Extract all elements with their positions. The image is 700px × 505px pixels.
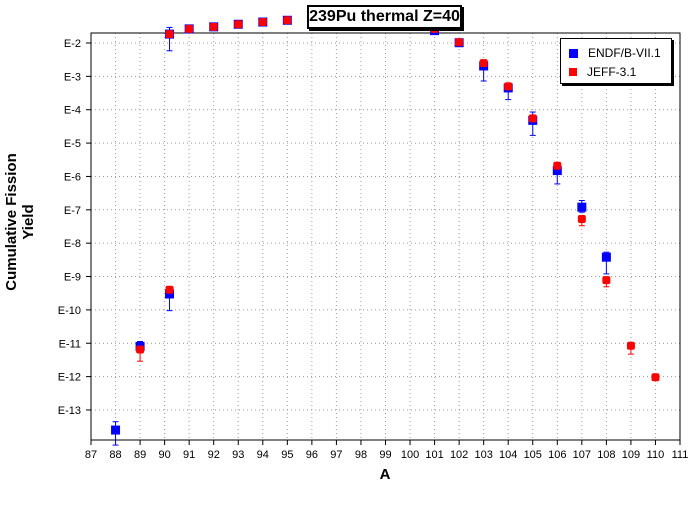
y-tick-label: E-3 bbox=[64, 71, 81, 83]
x-tick-label: 91 bbox=[183, 449, 195, 461]
x-tick-label: 97 bbox=[330, 449, 342, 461]
data-point-square bbox=[165, 289, 175, 299]
x-tick-label: 95 bbox=[281, 449, 293, 461]
data-point-square bbox=[601, 252, 611, 262]
data-point-round bbox=[136, 345, 145, 354]
x-tick-label: 110 bbox=[647, 449, 665, 461]
data-point-round bbox=[234, 20, 243, 29]
x-tick-label: 90 bbox=[159, 449, 171, 461]
x-tick-label: 107 bbox=[573, 449, 591, 461]
chart-title: 239Pu thermal Z=40 bbox=[307, 5, 462, 29]
data-point-round bbox=[651, 373, 660, 382]
x-tick-label: 89 bbox=[134, 449, 146, 461]
x-tick-label: 101 bbox=[425, 449, 443, 461]
data-point-round bbox=[626, 341, 635, 350]
y-tick-label: E-6 bbox=[64, 171, 81, 183]
y-tick-label: E-7 bbox=[64, 205, 81, 217]
x-tick-label: 94 bbox=[257, 449, 269, 461]
data-point-round bbox=[602, 276, 611, 285]
data-point-round bbox=[185, 24, 194, 33]
x-tick-label: 98 bbox=[355, 449, 367, 461]
data-point-round bbox=[165, 30, 174, 39]
x-tick-label: 88 bbox=[109, 449, 121, 461]
legend: ENDF/B-VII.1 JEFF-3.1 bbox=[560, 38, 672, 84]
data-point-round bbox=[504, 82, 513, 91]
x-tick-label: 104 bbox=[499, 449, 517, 461]
x-tick-label: 93 bbox=[232, 449, 244, 461]
x-tick-label: 100 bbox=[401, 449, 419, 461]
data-point-round bbox=[283, 16, 292, 25]
data-point-square bbox=[552, 166, 562, 176]
legend-swatch-endf bbox=[569, 48, 578, 58]
y-tick-label: E-4 bbox=[64, 105, 81, 117]
data-point-round bbox=[479, 59, 488, 68]
data-point-round bbox=[528, 114, 537, 123]
data-point-square bbox=[111, 425, 121, 435]
axis-layer: 87 88 89 90 91 92 93 94 95 96 97 98 99 100 101 102 103 10… bbox=[58, 32, 689, 461]
x-tick-label: 111 bbox=[672, 449, 689, 461]
x-tick-label: 108 bbox=[597, 449, 615, 461]
x-tick-label: 106 bbox=[548, 449, 566, 461]
data-point-round bbox=[553, 161, 562, 170]
legend-label-jeff: JEFF-3.1 bbox=[587, 65, 637, 79]
data-point-round bbox=[455, 38, 464, 47]
x-axis-label: A bbox=[379, 466, 391, 483]
x-tick-label: 99 bbox=[379, 449, 391, 461]
x-tick-label: 103 bbox=[474, 449, 492, 461]
y-tick-label: E-13 bbox=[58, 405, 81, 417]
y-tick-label: E-2 bbox=[64, 38, 81, 50]
data-point-round bbox=[209, 22, 218, 31]
legend-swatch-jeff bbox=[569, 68, 577, 76]
y-axis-label: Cumulative Fission Yield bbox=[3, 153, 37, 291]
legend-label-endf: ENDF/B-VII.1 bbox=[588, 46, 661, 60]
data-point-round bbox=[258, 18, 267, 27]
plot-frame bbox=[90, 32, 681, 441]
data-point-round bbox=[165, 285, 174, 294]
legend-item-endf: ENDF/B-VII.1 bbox=[569, 46, 661, 60]
x-tick-label: 96 bbox=[306, 449, 318, 461]
data-point-round bbox=[577, 215, 586, 224]
chart-title-text: 239Pu thermal Z=40 bbox=[309, 8, 460, 25]
x-tick-label: 102 bbox=[450, 449, 468, 461]
grid-layer bbox=[91, 33, 680, 440]
data-point-square bbox=[577, 202, 587, 212]
y-tick-label: E-12 bbox=[58, 372, 81, 384]
x-tick-label: 92 bbox=[208, 449, 220, 461]
legend-item-jeff: JEFF-3.1 bbox=[569, 65, 636, 79]
y-tick-label: E-8 bbox=[64, 238, 81, 250]
x-tick-label: 105 bbox=[524, 449, 542, 461]
x-tick-label: 87 bbox=[85, 449, 97, 461]
y-tick-label: E-10 bbox=[58, 305, 81, 317]
y-tick-label: E-11 bbox=[59, 338, 81, 350]
y-tick-label: E-9 bbox=[64, 272, 81, 284]
y-tick-label: E-5 bbox=[64, 138, 81, 150]
x-tick-label: 109 bbox=[622, 449, 640, 461]
